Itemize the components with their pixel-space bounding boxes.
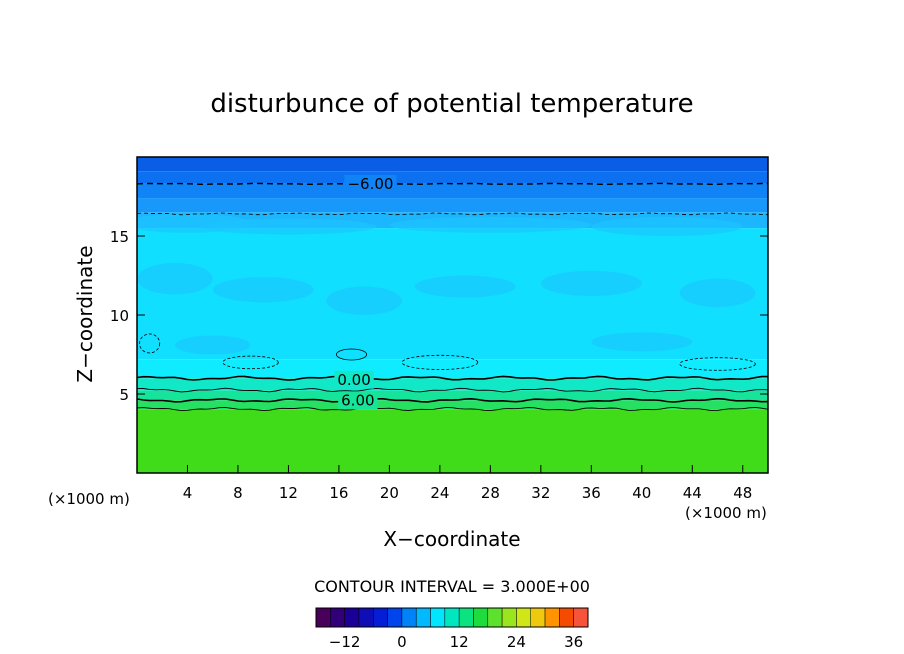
contour-island-4 [139,333,161,354]
colorbar-segment [516,607,531,628]
colorbar-tick-label: 0 [397,633,407,651]
cool-region-3 [591,217,743,236]
colorbar-tick-label: −12 [329,633,361,651]
contour-line-minus6 [137,182,768,186]
contour-interval-text: CONTOUR INTERVAL = 3.000E+00 [314,577,590,596]
x-axis-label: X−coordinate [383,527,520,551]
cool-region-7 [414,275,516,298]
contour-island-3 [679,357,756,371]
y-tick-label: 10 [110,307,129,325]
contour-island-2 [222,355,279,370]
contour-island-1 [401,354,479,370]
contour-island-0 [335,348,368,361]
contour-line-9 [137,406,768,412]
x-tick-label: 44 [683,484,702,502]
colorbar-frame [315,607,589,628]
colorbar-tick-label: 36 [564,633,583,651]
x-tick-label: 28 [481,484,500,502]
color-band-1 [137,171,768,184]
colorbar-segment [430,607,446,628]
color-band-0 [137,157,768,172]
cool-region-6 [326,286,403,315]
plot-area [137,157,768,473]
colorbar-segment [344,607,360,628]
x-tick-label: 4 [183,484,193,502]
x-tick-label: 20 [380,484,399,502]
color-band-8 [137,390,768,401]
cool-region-11 [591,332,693,352]
cool-region-1 [200,218,377,235]
x-tick-label: 8 [233,484,243,502]
y-tick-label: 5 [119,386,129,404]
cool-region-9 [679,278,756,308]
colorbar-tick-label: 12 [450,633,469,651]
colorbar-segment [358,607,374,628]
x-tick-label: 48 [733,484,752,502]
contour-label: 0.00 [337,371,370,389]
colorbar-segment [373,607,388,628]
cool-region-8 [540,270,642,297]
colorbar-segment [415,607,431,628]
colorbar-segment [473,607,489,628]
color-band-10 [137,409,768,473]
cool-region-2 [389,217,592,233]
x-tick-label: 24 [430,484,449,502]
contour-line-3 [137,387,768,393]
cool-region-4 [137,262,213,295]
contour-label: −6.00 [347,175,393,193]
contour-line-minus3 [137,212,768,216]
color-band-3 [137,198,768,213]
colorbar-segment [387,607,403,628]
chart-title: disturbunce of potential temperature [210,89,693,119]
x-tick-label: 16 [329,484,348,502]
colorbar-segment [315,607,331,628]
colorbar-segment [487,607,503,628]
colorbar-segment [573,607,589,628]
colorbar-segment [330,607,345,628]
y-axis-label: Z−coordinate [73,245,97,382]
colorbar-segment [458,607,474,628]
x-unit-left: (×1000 m) [48,490,130,508]
contour-line-6 [137,397,768,403]
contour-label-gap [334,370,374,389]
x-tick-label: 36 [582,484,601,502]
colorbar-segment [544,607,560,628]
colorbar-segment [401,607,417,628]
contour-label: 6.00 [341,391,374,409]
y-tick-label: 15 [110,228,129,246]
colorbar-segment [444,607,460,628]
cool-region-10 [174,335,251,355]
cool-region-5 [212,277,314,303]
color-band-9 [137,400,768,410]
colorbar-tick-label: 24 [507,633,526,651]
x-tick-label: 32 [531,484,550,502]
contour-label-gap [338,391,378,410]
colorbar-segment [501,607,517,628]
color-band-7 [137,378,768,391]
colorbar-segment [530,607,546,628]
x-tick-label: 40 [632,484,651,502]
contour-line-0 [137,375,768,381]
color-band-2 [137,183,768,199]
x-unit-right: (×1000 m) [685,504,767,522]
contour-label-gap [344,174,397,193]
colorbar [315,607,589,628]
colorbar-segment [559,607,574,628]
x-tick-label: 12 [279,484,298,502]
